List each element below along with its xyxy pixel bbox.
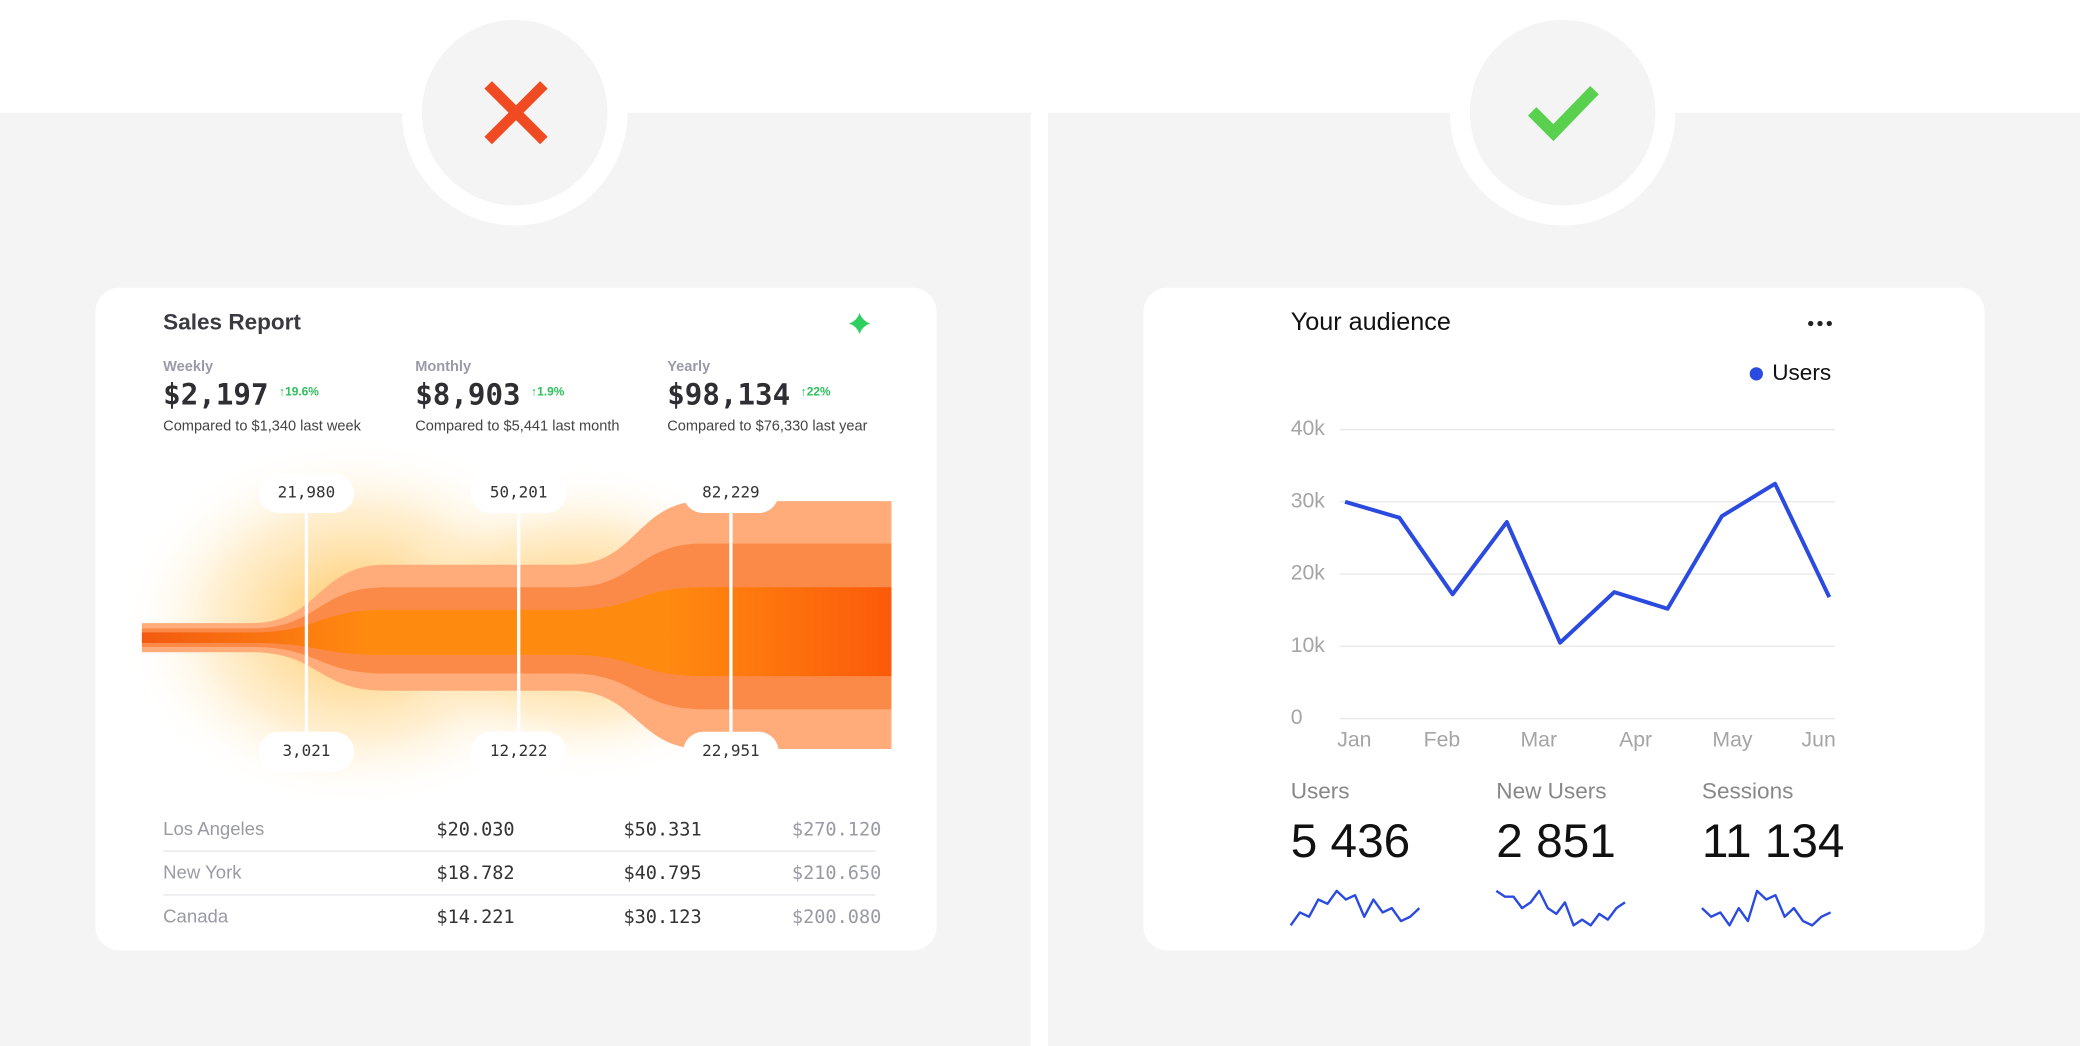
marker-pill bbox=[258, 473, 355, 514]
legend-label: Users bbox=[1772, 360, 1831, 385]
line-series bbox=[1344, 481, 1832, 645]
stat-change: ↑1.9% bbox=[531, 385, 565, 399]
stat-label: Weekly bbox=[163, 359, 214, 375]
marker-label: 22,951 bbox=[702, 741, 759, 760]
card-title: Sales Report bbox=[163, 309, 301, 334]
x-tick-label: Mar bbox=[1521, 729, 1558, 752]
stat-value: 11 134 bbox=[1702, 815, 1845, 868]
menu-icon bbox=[1817, 320, 1823, 327]
y-tick-label: 20k bbox=[1291, 562, 1326, 585]
cell-value: $200.080 bbox=[792, 907, 881, 928]
marker-label: 21,980 bbox=[278, 483, 335, 502]
stat-value: 2 851 bbox=[1496, 815, 1615, 868]
cell-name: Los Angeles bbox=[163, 818, 264, 839]
cell-value: $270.120 bbox=[792, 819, 881, 840]
marker-pill bbox=[470, 473, 567, 514]
legend-swatch bbox=[1749, 367, 1763, 381]
stat-value: $8,903 bbox=[415, 377, 520, 411]
y-tick-label: 40k bbox=[1291, 417, 1326, 440]
marker-label: 50,201 bbox=[490, 483, 547, 502]
marker-label: 3,021 bbox=[282, 741, 330, 760]
sparkline bbox=[1495, 889, 1626, 927]
cell-value: $40.795 bbox=[623, 863, 701, 884]
y-tick-label: 10k bbox=[1291, 634, 1326, 657]
stat-label: Yearly bbox=[667, 359, 711, 375]
stat-label: Monthly bbox=[415, 359, 472, 375]
stat-note: Compared to $1,340 last week bbox=[163, 419, 362, 435]
sparkle-icon bbox=[848, 312, 871, 335]
card-title: Your audience bbox=[1291, 308, 1451, 336]
marker-pill bbox=[470, 731, 567, 772]
marker-pill bbox=[683, 731, 779, 772]
cell-value: $20.030 bbox=[436, 819, 514, 840]
x-tick-label: Feb bbox=[1424, 729, 1461, 752]
funnel-band bbox=[141, 587, 892, 677]
x-tick-label: Jun bbox=[1802, 729, 1836, 752]
x-tick-label: Jan bbox=[1337, 729, 1371, 752]
menu-icon bbox=[1826, 320, 1832, 327]
funnel bbox=[119, 437, 892, 809]
cell-value: $210.650 bbox=[792, 863, 881, 884]
card bbox=[1143, 287, 1985, 951]
cell-value: $30.123 bbox=[623, 907, 701, 928]
cell-value: $50.331 bbox=[623, 819, 701, 840]
marker-pill bbox=[258, 731, 355, 772]
y-tick-label: 30k bbox=[1291, 489, 1326, 512]
stat-note: Compared to $76,330 last year bbox=[667, 419, 867, 435]
stat-label: New Users bbox=[1496, 779, 1606, 804]
cross-icon bbox=[484, 81, 548, 145]
marker-label: 12,222 bbox=[490, 741, 547, 760]
stat-value: 5 436 bbox=[1291, 815, 1410, 868]
menu-icon bbox=[1808, 320, 1814, 327]
stat-label: Users bbox=[1291, 779, 1350, 804]
stat-change: ↑22% bbox=[801, 385, 831, 399]
stat-value: $2,197 bbox=[163, 377, 268, 411]
marker-label: 82,229 bbox=[702, 483, 759, 502]
y-tick-label: 0 bbox=[1291, 706, 1303, 729]
stat-value: $98,134 bbox=[667, 377, 790, 411]
stat-label: Sessions bbox=[1702, 779, 1793, 804]
x-tick-label: May bbox=[1712, 729, 1752, 752]
badge bbox=[1469, 19, 1656, 206]
stat-note: Compared to $5,441 last month bbox=[415, 419, 619, 435]
check-icon bbox=[1527, 85, 1599, 142]
cell-name: New York bbox=[163, 862, 242, 883]
sparkline bbox=[1289, 889, 1421, 927]
stat-change: ↑19.6% bbox=[279, 385, 319, 399]
x-tick-label: Apr bbox=[1619, 729, 1652, 752]
cell-value: $18.782 bbox=[436, 863, 514, 884]
sparkline bbox=[1701, 889, 1832, 927]
cell-name: Canada bbox=[163, 905, 229, 926]
marker-pill bbox=[683, 473, 779, 514]
cell-value: $14.221 bbox=[436, 907, 514, 928]
